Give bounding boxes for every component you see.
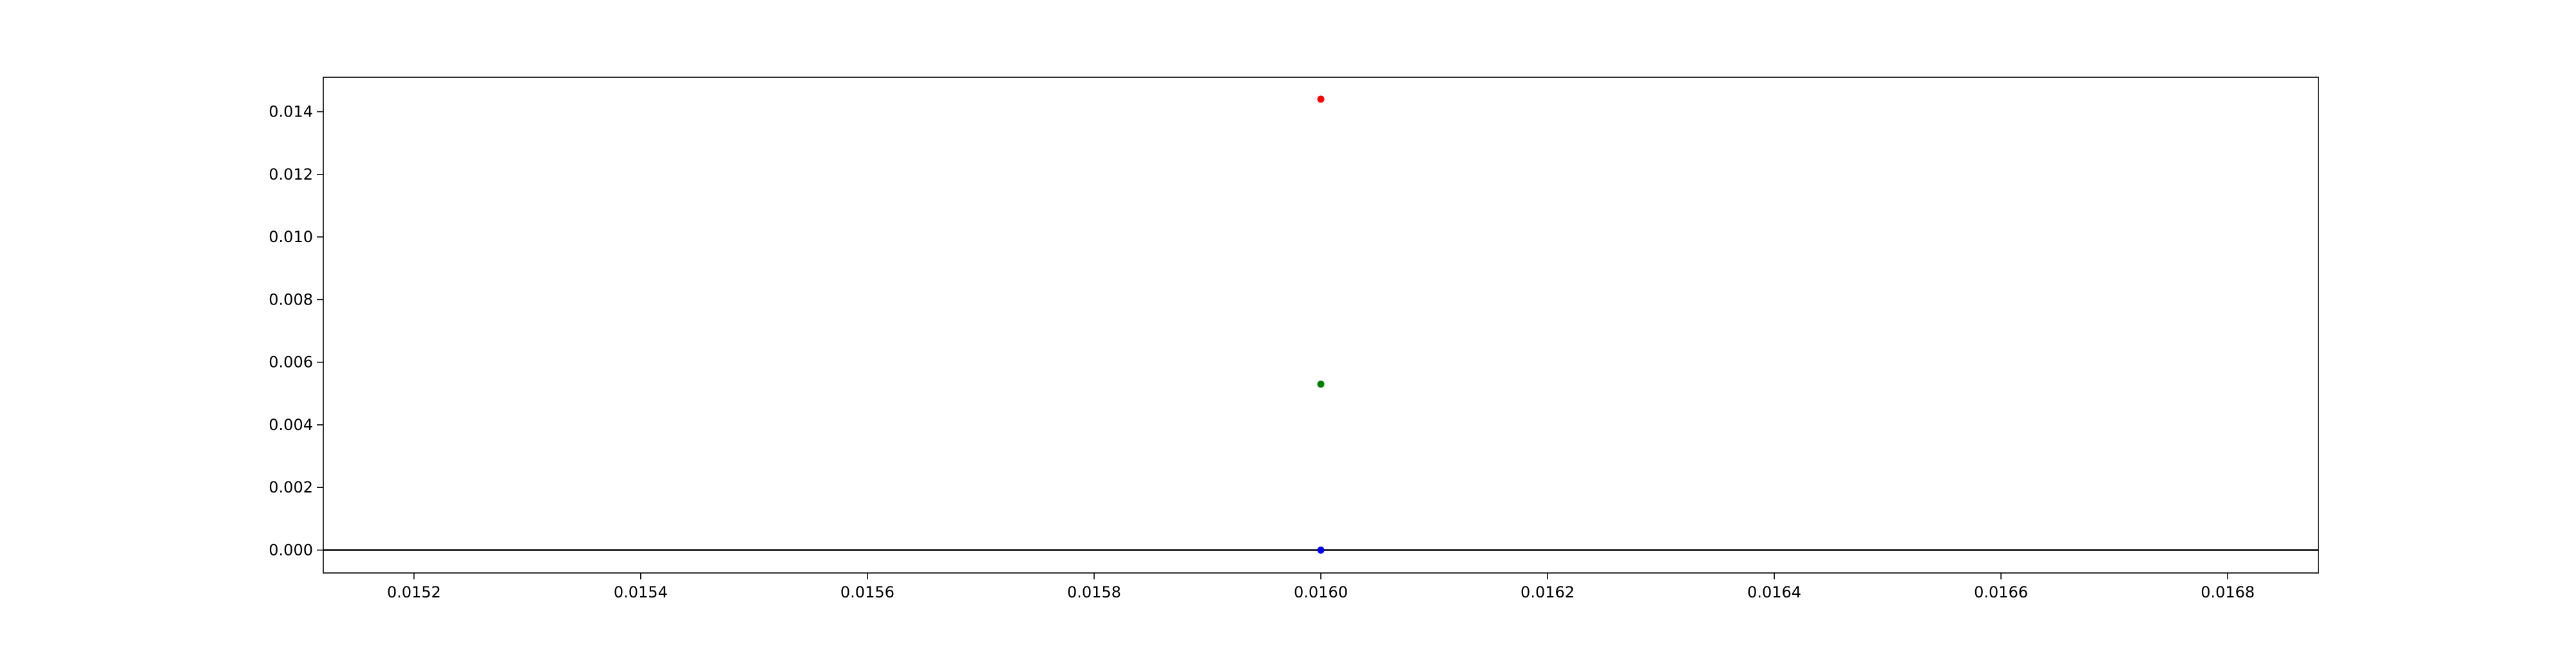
y-tick-label: 0.008 <box>269 290 313 308</box>
y-tick-label: 0.006 <box>269 353 313 371</box>
plot-area-frame <box>323 77 2319 574</box>
x-tick-label: 0.0166 <box>1974 583 2028 601</box>
y-tick-label: 0.014 <box>269 103 313 121</box>
x-axis: 0.0152 0.0154 0.0156 0.0158 0.0160 0.0162 0.01… <box>387 573 2255 601</box>
data-point <box>1317 95 1325 103</box>
x-tick-label: 0.0162 <box>1520 583 1575 601</box>
data-point <box>1317 546 1325 554</box>
y-tick-label: 0.010 <box>269 228 313 246</box>
y-tick-label: 0.004 <box>269 416 313 434</box>
points-layer <box>1317 95 1325 554</box>
y-tick-label: 0.012 <box>269 165 313 183</box>
y-axis: 0.000 0.002 0.004 0.006 0.008 0.010 0.012 0.014 <box>269 103 323 559</box>
y-tick-label: 0.002 <box>269 478 313 496</box>
x-tick-label: 0.0164 <box>1747 583 1801 601</box>
x-tick-label: 0.0152 <box>387 583 441 601</box>
data-point <box>1317 380 1325 388</box>
x-tick-label: 0.0154 <box>614 583 668 601</box>
x-tick-label: 0.0168 <box>2201 583 2255 601</box>
x-tick-label: 0.0158 <box>1067 583 1121 601</box>
y-tick-label: 0.000 <box>269 541 313 559</box>
x-tick-label: 0.0160 <box>1294 583 1348 601</box>
x-tick-label: 0.0156 <box>840 583 895 601</box>
